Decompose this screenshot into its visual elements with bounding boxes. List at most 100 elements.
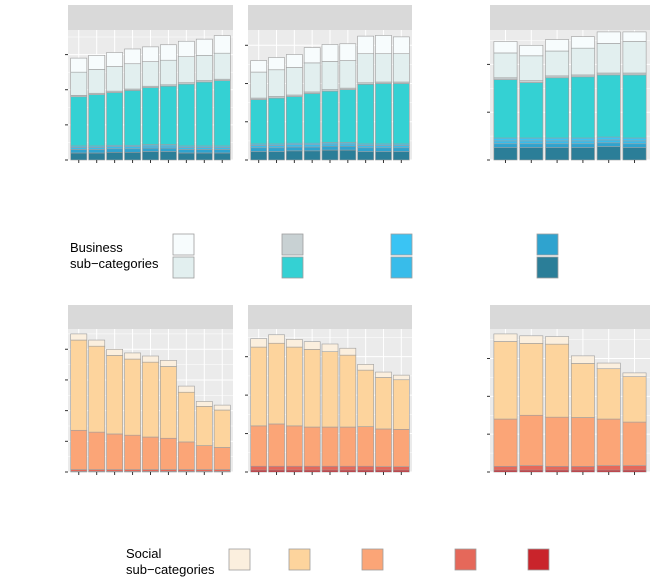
bar-segment-cond-communication bbox=[321, 143, 339, 147]
bar-segment-meal bbox=[303, 341, 321, 350]
bar-segment-location bbox=[545, 77, 570, 139]
legend-swatch bbox=[390, 233, 413, 256]
bar-segment-people bbox=[392, 379, 410, 430]
bar-segment-people bbox=[177, 391, 195, 443]
bar-segment-people bbox=[250, 346, 268, 427]
bar-segment-cond-logistic bbox=[519, 143, 544, 148]
legend-key-prop-facilities bbox=[281, 233, 304, 256]
bar-segment-sharing bbox=[268, 465, 285, 471]
bar-segment-cond-communication bbox=[519, 140, 544, 145]
bar-segment-prop-type bbox=[570, 36, 595, 49]
bar-segment-personality bbox=[357, 426, 374, 467]
bar-segment-people bbox=[321, 351, 339, 428]
bar-segment-prop-interiors bbox=[321, 61, 339, 90]
legend-key-sharing bbox=[454, 548, 477, 571]
bar-segment-cond-communication bbox=[596, 139, 621, 144]
bar-segment-personality bbox=[213, 447, 231, 470]
social-legend: Social sub−categories bbox=[126, 546, 550, 577]
bar-segment-prop-type bbox=[375, 35, 392, 55]
bar-segment-location bbox=[88, 94, 106, 147]
bar-segment-prop-interiors bbox=[622, 41, 647, 74]
bar-segment-meal bbox=[545, 336, 570, 345]
bar-segment-personality bbox=[596, 418, 621, 466]
bar-segment-personality bbox=[250, 425, 268, 467]
bar-segment-meal bbox=[268, 334, 285, 344]
bar-segment-cond-logistic bbox=[70, 149, 88, 154]
bar-segment-meal bbox=[177, 385, 195, 393]
bar-segment-cond-communication bbox=[195, 147, 213, 150]
legend-key-people bbox=[288, 548, 311, 571]
bar-segment-location bbox=[160, 85, 177, 145]
bar-segment-cond-hospitality bbox=[375, 151, 392, 161]
bar-segment-personality bbox=[375, 428, 392, 467]
bar-segment-location bbox=[106, 92, 124, 146]
bar-segment-cond-hospitality bbox=[142, 151, 159, 161]
panels bbox=[65, 5, 650, 475]
bar-segment-cond-logistic bbox=[106, 148, 124, 153]
bar-segment-personality bbox=[106, 433, 124, 470]
bar-segment-meal bbox=[596, 362, 621, 370]
bar-segment-cond-logistic bbox=[493, 143, 518, 148]
bar-segment-cond-logistic bbox=[286, 146, 303, 152]
bar-segment-cond-logistic bbox=[375, 147, 392, 152]
bar-segment-prop-interiors bbox=[106, 66, 124, 92]
bar-segment-cond-hospitality bbox=[339, 149, 357, 161]
bar-segment-meal bbox=[622, 372, 647, 377]
bar-segment-cond-advice bbox=[570, 137, 595, 142]
legend-key-cond-hospitality bbox=[536, 256, 559, 279]
legend-swatch bbox=[288, 548, 311, 571]
bar-segment-cond-logistic bbox=[213, 149, 231, 154]
bar-segment-meal bbox=[570, 355, 595, 364]
bar-segment-cond-logistic bbox=[124, 148, 141, 153]
bar-segment-people bbox=[596, 368, 621, 420]
bar-segment-people bbox=[106, 355, 124, 435]
bar-segment-prop-interiors bbox=[303, 62, 321, 93]
bar-segment-meal bbox=[195, 401, 213, 407]
bar-segment-sharing bbox=[622, 465, 647, 471]
bar-segment-prop-interiors bbox=[160, 59, 177, 86]
bar-segment-prop-interiors bbox=[570, 47, 595, 76]
bar-segment-prop-interiors bbox=[213, 52, 231, 80]
bar-segment-prop-type bbox=[124, 48, 141, 65]
bar-segment-personality bbox=[392, 429, 410, 467]
bar-segment-prop-interiors bbox=[268, 69, 285, 97]
legend-swatch bbox=[172, 256, 195, 279]
bar-segment-location bbox=[392, 83, 410, 145]
bar-segment-prop-interiors bbox=[70, 71, 88, 96]
bar-segment-prop-type bbox=[88, 54, 106, 70]
bar-segment-personality bbox=[286, 425, 303, 467]
legend-swatch bbox=[281, 233, 304, 256]
bar-segment-people bbox=[303, 349, 321, 428]
bar-segment-location bbox=[519, 82, 544, 139]
bar-segment-location bbox=[375, 83, 392, 145]
bar-segment-cond-logistic bbox=[177, 149, 195, 154]
bar-segment-location bbox=[195, 81, 213, 147]
bar-segment-cond-logistic bbox=[596, 142, 621, 147]
facet-strip bbox=[68, 305, 233, 329]
bar-segment-cond-logistic bbox=[622, 143, 647, 148]
chart-panel-5 bbox=[487, 305, 650, 475]
bar-segment-location bbox=[124, 90, 141, 146]
bar-segment-sharing bbox=[339, 465, 357, 471]
bar-segment-cond-logistic bbox=[545, 143, 570, 148]
bar-segment-cond-communication bbox=[570, 140, 595, 145]
social-legend-title-line1: Social bbox=[126, 546, 162, 561]
bar-segment-meal bbox=[339, 347, 357, 356]
bar-segment-prop-type bbox=[339, 43, 357, 61]
bar-segment-prop-type bbox=[142, 46, 159, 62]
bar-segment-cond-hospitality bbox=[88, 152, 106, 161]
bar-segment-cond-hospitality bbox=[195, 152, 213, 161]
social-legend-keys bbox=[228, 548, 550, 571]
bar-segment-cond-hospitality bbox=[596, 146, 621, 161]
bar-segment-people bbox=[124, 358, 141, 436]
bar-segment-cond-communication bbox=[375, 145, 392, 149]
social-legend-title-line2: sub−categories bbox=[126, 562, 215, 577]
bar-segment-prop-type bbox=[250, 60, 268, 73]
bar-segment-prop-type bbox=[622, 31, 647, 42]
legend-key-prop-interiors bbox=[172, 256, 195, 279]
bar-segment-personality bbox=[303, 426, 321, 467]
bar-segment-prop-type bbox=[268, 57, 285, 71]
bar-segment-sharing bbox=[321, 465, 339, 471]
bar-segment-personality bbox=[339, 426, 357, 467]
